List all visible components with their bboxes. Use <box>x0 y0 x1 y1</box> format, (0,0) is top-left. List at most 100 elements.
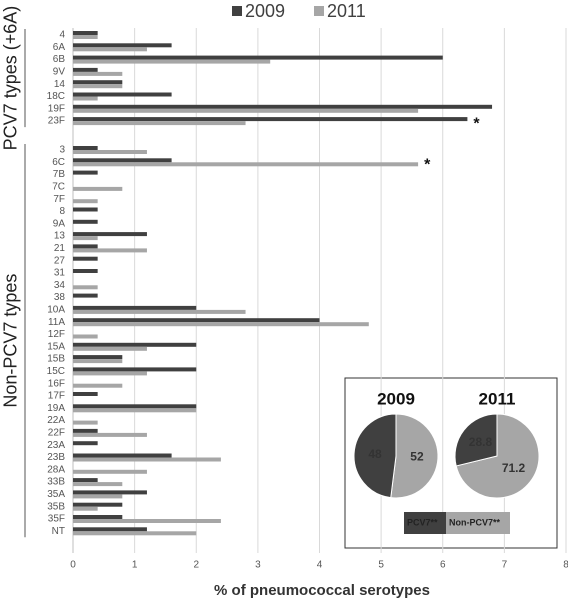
pie-label: 71.2 <box>502 461 526 475</box>
x-tick-label: 3 <box>255 560 261 571</box>
y-tick-label: 6C <box>52 157 65 168</box>
legend-label: PCV7** <box>407 517 438 527</box>
y-tick-label: 23B <box>47 452 65 463</box>
legend-swatch <box>232 6 242 16</box>
y-tick-label: 28A <box>47 464 65 475</box>
legend-label: 2009 <box>245 1 285 21</box>
bar <box>73 506 98 511</box>
y-tick-label: 7F <box>53 194 65 205</box>
bar <box>73 441 98 446</box>
bar <box>73 207 98 212</box>
y-tick-label: 22F <box>48 428 65 439</box>
bar <box>73 515 123 519</box>
x-tick-label: 6 <box>440 560 446 571</box>
annotation: * <box>424 157 431 174</box>
y-tick-label: 14 <box>54 79 66 90</box>
bar <box>73 199 98 204</box>
bar <box>73 170 98 175</box>
bar <box>73 359 123 364</box>
pie-slice <box>353 413 397 499</box>
y-tick-label: 4 <box>59 30 65 41</box>
y-tick-label: 9A <box>53 218 66 229</box>
bar <box>73 59 271 64</box>
bar <box>73 104 493 109</box>
bar <box>73 186 123 191</box>
legend-label: Non-PCV7** <box>449 517 501 527</box>
y-tick-label: 16F <box>48 378 65 389</box>
group-label: PCV7 types (+6A) <box>1 6 21 151</box>
bar <box>73 67 98 72</box>
bar <box>73 334 98 339</box>
bar <box>73 392 98 396</box>
x-tick-label: 8 <box>563 560 568 571</box>
bar <box>73 31 98 35</box>
y-tick-label: 35F <box>48 514 65 525</box>
y-tick-label: 3 <box>59 145 65 156</box>
y-tick-label: 8 <box>59 206 65 217</box>
bar <box>73 342 197 347</box>
bar <box>73 55 443 60</box>
bar <box>73 355 123 360</box>
y-tick-label: 22A <box>47 415 65 426</box>
bar <box>73 346 147 351</box>
bar <box>73 309 246 314</box>
x-tick-label: 1 <box>132 560 138 571</box>
bar <box>73 80 123 85</box>
pie-title: 2011 <box>479 389 516 408</box>
y-tick-label: 35B <box>47 501 65 512</box>
x-tick-label: 5 <box>378 560 384 571</box>
bar <box>73 232 147 237</box>
bar <box>73 47 147 52</box>
legend-swatch <box>446 512 510 534</box>
bar <box>73 35 98 39</box>
bar <box>73 490 147 495</box>
bar <box>73 293 98 298</box>
y-tick-label: NT <box>52 526 65 537</box>
y-tick-label: 17F <box>48 391 65 402</box>
bar <box>73 482 123 487</box>
bar <box>73 150 147 154</box>
bar <box>73 219 98 224</box>
bar <box>73 248 147 253</box>
bar <box>73 432 147 437</box>
y-tick-label: 9V <box>53 67 66 78</box>
x-tick-label: 0 <box>70 560 76 571</box>
bar <box>73 71 123 76</box>
bar <box>73 469 147 474</box>
bar <box>73 256 98 261</box>
y-tick-label: 6A <box>53 42 66 53</box>
bar <box>73 158 172 163</box>
y-tick-label: 11A <box>48 317 65 328</box>
bar <box>73 269 98 273</box>
y-tick-label: 15C <box>47 366 65 377</box>
pie-slice <box>390 413 439 499</box>
bar <box>73 318 320 323</box>
bar <box>73 285 98 290</box>
bar <box>73 244 98 249</box>
y-tick-label: 6B <box>53 54 66 65</box>
y-tick-label: 27 <box>54 255 66 266</box>
legend-label: 2011 <box>327 1 366 21</box>
y-tick-label: 21 <box>54 243 66 254</box>
y-tick-label: 35A <box>47 489 65 500</box>
group-label: Non-PCV7 types <box>1 274 21 408</box>
bar <box>73 371 147 376</box>
bar <box>73 502 123 507</box>
bar <box>73 478 98 483</box>
y-tick-label: 33B <box>47 477 65 488</box>
bar <box>73 367 197 372</box>
y-tick-label: 19A <box>47 403 65 414</box>
bar <box>73 383 123 388</box>
y-tick-label: 31 <box>54 268 66 279</box>
bar <box>73 96 98 101</box>
bar <box>73 236 98 241</box>
bar <box>73 428 98 433</box>
bar <box>73 404 197 409</box>
bar <box>73 162 419 167</box>
bar <box>73 108 419 113</box>
x-tick-label: 7 <box>502 560 508 571</box>
x-axis-title: % of pneumococcal serotypes <box>214 582 430 599</box>
annotation: * <box>473 115 480 132</box>
y-tick-label: 38 <box>54 292 66 303</box>
legend-swatch <box>314 6 324 16</box>
